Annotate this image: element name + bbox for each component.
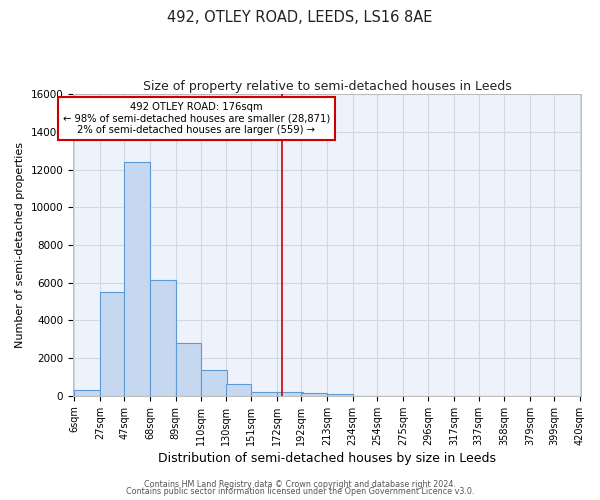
Text: Contains HM Land Registry data © Crown copyright and database right 2024.: Contains HM Land Registry data © Crown c… [144,480,456,489]
Text: 492 OTLEY ROAD: 176sqm
← 98% of semi-detached houses are smaller (28,871)
2% of : 492 OTLEY ROAD: 176sqm ← 98% of semi-det… [63,102,330,135]
Bar [176,343,201,396]
Bar [226,384,251,396]
Bar [277,392,302,396]
Bar [74,390,100,396]
Bar [150,280,176,396]
Bar [301,393,327,396]
Bar [100,292,125,396]
Bar [327,394,353,396]
Y-axis label: Number of semi-detached properties: Number of semi-detached properties [15,142,25,348]
Text: 492, OTLEY ROAD, LEEDS, LS16 8AE: 492, OTLEY ROAD, LEEDS, LS16 8AE [167,10,433,25]
Title: Size of property relative to semi-detached houses in Leeds: Size of property relative to semi-detach… [143,80,511,93]
Text: Contains public sector information licensed under the Open Government Licence v3: Contains public sector information licen… [126,487,474,496]
Bar [251,392,277,396]
Bar [124,162,150,396]
Bar [201,370,227,396]
X-axis label: Distribution of semi-detached houses by size in Leeds: Distribution of semi-detached houses by … [158,452,496,465]
